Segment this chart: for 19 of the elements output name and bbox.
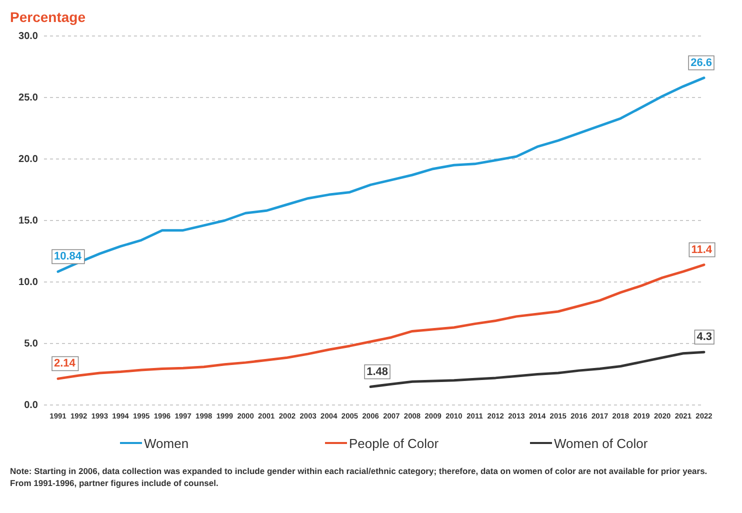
legend-label: Women	[144, 436, 189, 451]
data-label: 26.6	[690, 56, 712, 69]
y-tick-label: 5.0	[24, 338, 38, 350]
y-tick-label: 20.0	[18, 154, 38, 166]
legend-label: Women of Color	[554, 436, 648, 451]
data-label: 4.3	[696, 331, 712, 344]
data-label: 1.48	[366, 366, 388, 378]
y-tick-label: 30.0	[18, 31, 38, 42]
line-series	[369, 350, 706, 388]
legend-label: People of Color	[349, 436, 440, 451]
data-label: 11.4	[691, 244, 713, 256]
text: Note: Starting in 2006, data collection was expanded to include gender within each racial/ethnic category; therefore, data on women of color are not available for prior years. From 1991-1996, partner figures include of counsel.	[10, 465, 708, 489]
y-tick-label: 10.0	[18, 277, 38, 288]
data-label: 10.84	[54, 250, 82, 263]
y-axis-title: Percentage	[10, 9, 86, 25]
y-tick-label: 0.0	[24, 400, 38, 412]
data-label: 2.14	[54, 358, 76, 370]
y-tick-label: 25.0	[18, 92, 38, 104]
y-tick-label: 15.0	[18, 216, 38, 227]
